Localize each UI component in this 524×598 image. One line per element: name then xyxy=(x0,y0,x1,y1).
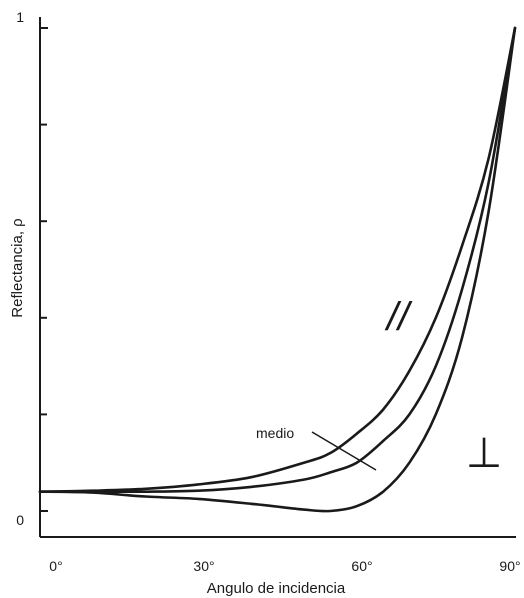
annotation-perpendicular: ⊥ xyxy=(466,429,503,476)
x-tick-label-60: 60° xyxy=(351,558,372,574)
x-tick-label-30: 30° xyxy=(193,558,214,574)
annotation-parallel: // xyxy=(384,295,413,339)
x-tick-label-90: 90° xyxy=(499,558,520,574)
axes xyxy=(39,17,516,538)
y-axis-label: Reflectancia, ρ xyxy=(9,218,26,317)
annotation-medio-pointer xyxy=(311,431,377,471)
y-tick-label-1: 1 xyxy=(16,9,24,25)
series-group xyxy=(38,26,517,513)
series-line-2 xyxy=(38,26,517,494)
x-tick-label-0: 0° xyxy=(49,558,62,574)
y-tick-label-0: 0 xyxy=(16,512,24,528)
ticks xyxy=(40,27,48,512)
x-axis-label: Angulo de incidencia xyxy=(207,580,346,597)
annotation-medio: medio xyxy=(256,425,294,441)
series-line-3 xyxy=(38,26,517,513)
series-line-1 xyxy=(38,26,517,493)
